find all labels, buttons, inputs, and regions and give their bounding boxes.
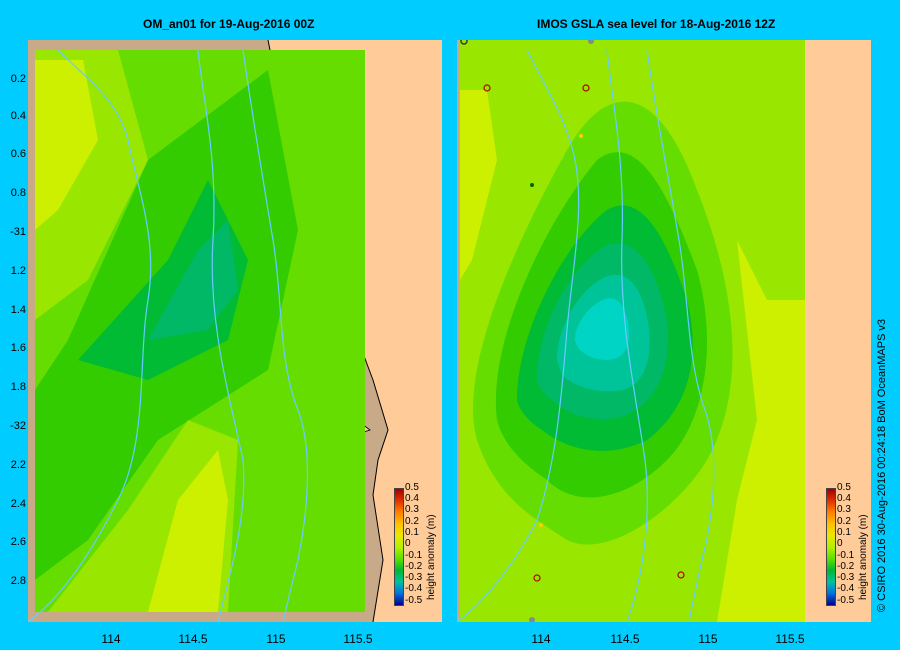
right-map-panel: [457, 40, 871, 622]
colorbar-label: 0.4: [837, 493, 851, 504]
colorbar-label: 0.1: [837, 527, 851, 538]
y-tick-label: 0.6: [10, 148, 26, 160]
x-tick-label: 115.5: [775, 632, 805, 646]
x-tick-label: 114: [531, 632, 551, 646]
anomaly-contour-western: [460, 90, 497, 280]
colorbar-label: -0.5: [837, 595, 855, 606]
x-tick-label: 114: [101, 632, 121, 646]
anomaly-contour-southern-core: [148, 450, 228, 612]
anomaly-contour-m025: [148, 220, 238, 340]
colorbar-label: -0.3: [405, 572, 423, 583]
bathymetry-contour-1: [457, 49, 580, 622]
colorbar-label: -0.2: [837, 561, 855, 572]
colorbar-label: 0.3: [405, 504, 419, 515]
left-map-panel: [28, 40, 442, 622]
x-tick-label: 115: [266, 632, 286, 646]
y-tick-label: -31: [10, 226, 26, 238]
observation-marker: [460, 40, 468, 45]
x-tick-label: 114.5: [178, 632, 208, 646]
observation-marker: [588, 40, 594, 44]
bathymetry-contour-3: [646, 49, 715, 622]
bathymetry-contour-2: [197, 49, 245, 622]
x-tick-label: 115: [698, 632, 718, 646]
observation-marker: [582, 84, 590, 92]
left-map-plot: [28, 40, 442, 622]
y-tick-label: 1.2: [10, 265, 26, 277]
anomaly-contour-eastern: [717, 240, 805, 622]
colorbar-gradient: [826, 488, 836, 606]
observation-marker: [539, 523, 543, 527]
colorbar-label: 0.3: [837, 504, 851, 515]
observation-marker: [483, 84, 491, 92]
y-tick-label: -32: [10, 420, 26, 432]
y-tick-label: 1.8: [10, 381, 26, 393]
colorbar-label: -0.1: [405, 550, 423, 561]
colorbar-label: -0.1: [837, 550, 855, 561]
colorbar-label: 0.4: [405, 493, 419, 504]
colorbar-label: 0: [837, 538, 843, 549]
observation-marker: [677, 571, 685, 579]
y-tick-label: 0.8: [10, 187, 26, 199]
right-map-title: IMOS GSLA sea level for 18-Aug-2016 12Z: [537, 17, 776, 31]
colorbar-label: 0.1: [405, 527, 419, 538]
anomaly-contour-m035: [575, 298, 629, 360]
colorbar-gradient: [394, 488, 404, 606]
colorbar-label: 0.5: [837, 482, 851, 493]
observation-marker: [533, 574, 541, 582]
y-tick-label: 0.2: [10, 73, 26, 85]
colorbar-title: height anomaly (m): [426, 514, 437, 600]
colorbar-label: -0.5: [405, 595, 423, 606]
observation-marker: [529, 617, 535, 622]
bathymetry-contour-3: [242, 49, 309, 622]
colorbar-label: -0.2: [405, 561, 423, 572]
bathymetry-contour-1: [28, 49, 152, 622]
colorbar-title: height anomaly (m): [858, 514, 869, 600]
colorbar-label: 0.5: [405, 482, 419, 493]
observation-marker: [530, 183, 534, 187]
y-tick-label: 1.6: [10, 342, 26, 354]
right-map-plot: [457, 40, 871, 622]
colorbar-label: -0.3: [837, 572, 855, 583]
colorbar-label: -0.4: [837, 583, 855, 594]
y-tick-label: 2.6: [10, 536, 26, 548]
colorbar-label: -0.4: [405, 583, 423, 594]
x-tick-label: 115.5: [343, 632, 373, 646]
credit-text: © CSIRO 2016 30-Aug-2016 00:24:18 BoM Oc…: [876, 318, 888, 612]
y-tick-label: 2.8: [10, 575, 26, 587]
x-tick-label: 114.5: [610, 632, 640, 646]
y-tick-label: 0.4: [10, 110, 26, 122]
colorbar-label: 0: [405, 538, 411, 549]
observation-marker: [579, 134, 583, 138]
colorbar-label: 0.2: [405, 516, 419, 527]
y-tick-label: 1.4: [10, 304, 26, 316]
y-tick-label: 2.2: [10, 459, 26, 471]
anomaly-contour-m005: [35, 60, 98, 230]
bathymetry-contour-2: [606, 49, 648, 622]
y-tick-label: 2.4: [10, 498, 26, 510]
colorbar-label: 0.2: [837, 516, 851, 527]
left-map-title: OM_an01 for 19-Aug-2016 00Z: [143, 17, 315, 31]
